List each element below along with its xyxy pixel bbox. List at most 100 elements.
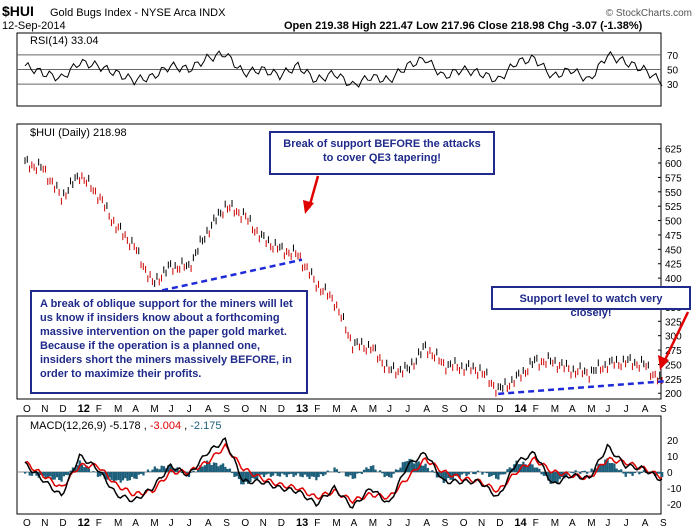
x-tick-label: N (478, 518, 485, 529)
macd-hist-bar (324, 472, 327, 475)
macd-hist-bar (121, 472, 125, 481)
macd-hist-bar (167, 465, 170, 472)
x-tick-label: O (460, 518, 468, 529)
price-tick-600: 600 (665, 159, 682, 170)
macd-hist-bar (467, 472, 470, 475)
macd-hist-bar (549, 472, 552, 484)
x-tick-label: A (423, 518, 430, 529)
macd-hist-bar (392, 472, 395, 474)
macd-hist-bar (497, 472, 500, 480)
macd-hist-bar (276, 472, 279, 476)
macd-hist-bar (146, 469, 150, 472)
rsi-series (17, 50, 663, 88)
macd-hist-bar (42, 472, 45, 476)
macd-hist-bar (315, 472, 318, 481)
x-tick-label: J (169, 404, 174, 415)
macd-hist-bar (283, 472, 286, 475)
macd-hist-bar (447, 472, 450, 479)
x-tick-label: S (660, 518, 667, 529)
x-tick-label: M (551, 518, 559, 529)
x-tick-label: D (496, 518, 503, 529)
macd-hist-bar (378, 470, 382, 472)
x-tick-label: 12 (78, 403, 90, 415)
macd-hist-bar (303, 472, 307, 475)
rsi-label: RSI(14) 33.04 (30, 35, 98, 47)
macd-hist-bar (381, 472, 384, 474)
macd-hist-bar (483, 472, 486, 473)
x-tick-label: M (332, 404, 340, 415)
price-tick-500: 500 (665, 217, 682, 228)
macd-hist-bar (501, 472, 505, 475)
x-tick-label: S (442, 404, 449, 415)
macd-hist-bar (83, 467, 86, 472)
macd-hist-bar (71, 467, 75, 472)
x-tick-label: S (442, 518, 449, 529)
macd-hist-bar (522, 461, 525, 472)
macd-hist-bar (285, 472, 288, 478)
macd-hist-bar (624, 472, 627, 477)
macd-hist-bar (237, 472, 241, 480)
macd-hist-bar (317, 472, 320, 478)
macd-hist-bar (155, 468, 159, 472)
macd-hist-bar (583, 470, 586, 472)
macd-hist-bar (224, 466, 227, 472)
macd-hist-bar (574, 470, 577, 472)
macd-hist-bar (153, 466, 156, 472)
macd-hist-bar (219, 464, 222, 472)
macd-hist-bar (397, 469, 400, 472)
x-tick-label: N (260, 404, 267, 415)
x-tick-label: N (478, 404, 485, 415)
annotation-break-support: Break of support BEFORE the attacks to c… (269, 131, 495, 175)
macd-hist-bar (428, 471, 432, 472)
macd-panel-frame (16, 415, 662, 515)
hist-value: -2.175 (190, 420, 221, 432)
rsi-tick-70: 70 (667, 51, 679, 62)
x-tick-label: D (59, 404, 66, 415)
macd-hist-bar (30, 472, 34, 476)
macd-hist-bar (192, 470, 195, 472)
macd-hist-bar (126, 472, 129, 481)
price-tick-325: 325 (665, 317, 682, 328)
x-tick-label: D (59, 518, 66, 529)
x-tick-label: M (587, 404, 595, 415)
macd-hist-bar (322, 472, 325, 477)
x-tick-label: 13 (296, 403, 308, 415)
macd-hist-bar (617, 470, 621, 472)
macd-hist-bar (351, 472, 354, 479)
macd-hist-bar (199, 465, 202, 472)
macd-hist-bar (297, 472, 300, 474)
x-tick-label: A (205, 518, 212, 529)
macd-hist-bar (60, 472, 63, 482)
macd-hist-bar (517, 464, 520, 472)
x-tick-label: F (314, 404, 320, 415)
x-tick-label: F (533, 404, 539, 415)
x-tick-label: F (314, 518, 320, 529)
macd-hist-bar (658, 472, 662, 474)
x-tick-label: A (351, 404, 358, 415)
macd-hist-bar (394, 469, 398, 472)
macd-hist-bar (572, 472, 575, 474)
macd-hist-bar (53, 472, 56, 480)
x-tick-label: M (369, 518, 377, 529)
macd-hist-bar (135, 472, 138, 479)
macd-hist-bar (249, 472, 252, 482)
macd-hist-bar (540, 472, 543, 475)
macd-hist-bar (115, 472, 118, 481)
arrow-to-break (303, 175, 320, 214)
macd-hist-bar (435, 472, 439, 478)
macd-hist-bar (565, 472, 568, 476)
macd-hist-bar (151, 469, 154, 472)
macd-hist-bar (570, 472, 573, 473)
macd-hist-bar (547, 472, 550, 481)
macd-hist-bar (67, 472, 70, 476)
macd-hist-bar (242, 472, 245, 485)
macd-hist-bar (110, 472, 113, 480)
macd-tick-10: 10 (667, 452, 679, 463)
macd-hist-bar (308, 472, 311, 480)
x-tick-label: J (624, 518, 629, 529)
macd-hist-bar (108, 472, 111, 478)
macd-hist-bar (160, 465, 163, 472)
macd-hist-bar (438, 472, 441, 478)
macd-hist-bar (92, 471, 95, 472)
x-tick-label: S (223, 404, 230, 415)
